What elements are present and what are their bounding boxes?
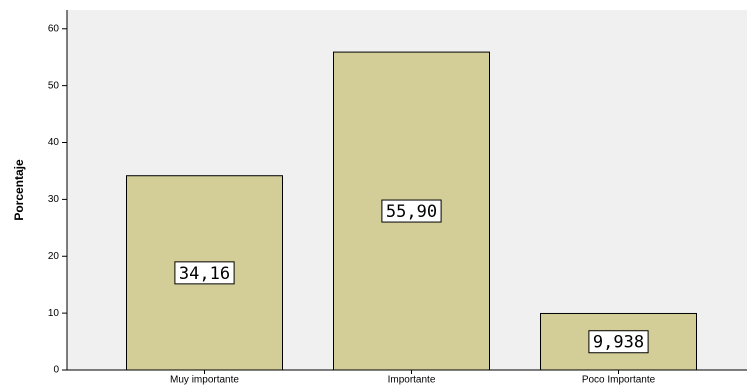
y-tick-label: 50 — [48, 80, 60, 91]
y-tick-label: 30 — [48, 194, 60, 205]
y-axis-label: Porcentaje — [12, 159, 26, 221]
y-tick-label: 20 — [48, 251, 60, 262]
value-label-box — [588, 330, 649, 354]
value-label-box — [174, 261, 235, 285]
x-tick-label: Importante — [388, 375, 436, 386]
y-tick-label: 40 — [48, 137, 60, 148]
value-label: 34,16 — [179, 264, 230, 284]
y-tick-label: 10 — [48, 308, 60, 319]
value-label: 55,90 — [386, 202, 437, 222]
x-tick-label: Poco Importante — [582, 375, 656, 386]
value-label: 9,938 — [593, 333, 644, 353]
y-tick-label: 60 — [48, 23, 60, 34]
x-tick-label: Muy importante — [170, 375, 239, 386]
value-label-box — [381, 199, 442, 223]
y-tick-label: 0 — [53, 365, 59, 376]
